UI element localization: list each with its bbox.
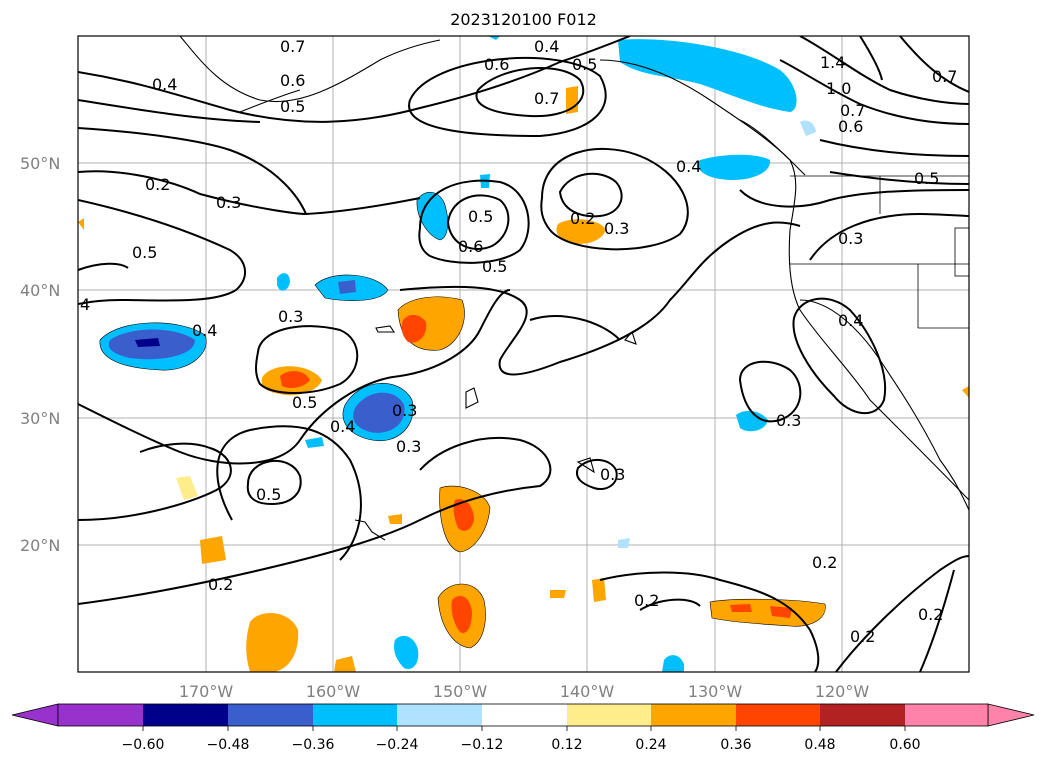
- colorbar-tick-label: 0.24: [635, 737, 666, 753]
- contour-label: 1.0: [826, 79, 851, 98]
- colorbar-bin: [482, 704, 567, 726]
- contour-label: 0.3: [838, 229, 863, 248]
- colorbar-ticks: [142, 726, 906, 731]
- contour-label: 0.3: [278, 307, 303, 326]
- colorbar-tick-label: −0.36: [292, 737, 335, 753]
- colorbar-frame: [57, 703, 989, 727]
- contour-label: 0.6: [280, 71, 305, 90]
- political-borders: [790, 175, 969, 329]
- contour-label: 0.2: [812, 553, 837, 572]
- colorbar-tick-labels: −0.60 −0.48 −0.36 −0.24 −0.12 0.12 0.24 …: [122, 737, 921, 753]
- contour-label: 0.2: [918, 605, 943, 624]
- colorbar-extend-high: [987, 703, 1035, 727]
- colorbar-bin: [228, 704, 313, 726]
- colorbar-tick-label: −0.48: [207, 737, 250, 753]
- lon-label: 120°W: [815, 682, 870, 701]
- lon-label: 150°W: [433, 682, 488, 701]
- gridlines: [78, 36, 969, 672]
- colorbar-bin: [651, 704, 736, 726]
- contour-label: 0.7: [534, 89, 559, 108]
- lat-label: 50°N: [20, 154, 60, 173]
- colorbar-bin: [313, 704, 397, 726]
- contour-label-group: 0.7 0.6 0.5 0.4 0.2 0.3 0.5 4 0.4 0.3 0.…: [80, 37, 957, 646]
- colorbar-bin-last: [905, 704, 988, 726]
- contour-label: 0.4: [838, 311, 863, 330]
- contour-label: 0.5: [468, 207, 493, 226]
- colorbar-bin: [820, 704, 905, 726]
- lat-label: 40°N: [20, 281, 60, 300]
- contour-label: 0.5: [132, 243, 157, 262]
- contour-label: 0.7: [932, 67, 957, 86]
- contour-lines: [78, 36, 969, 672]
- contour-label: 0.6: [838, 117, 863, 136]
- colorbar-tick-label: 0.48: [804, 737, 835, 753]
- contour-label: 0.4: [152, 75, 177, 94]
- colorbar-tick-label: 0.36: [720, 737, 751, 753]
- contour-label: 0.3: [604, 219, 629, 238]
- contour-label: 0.7: [840, 101, 865, 120]
- contour-label: 0.3: [600, 465, 625, 484]
- colorbar-bin: [58, 704, 143, 726]
- contour-label: 0.4: [676, 157, 701, 176]
- contour-label: 0.5: [292, 393, 317, 412]
- colorbar-bin: [736, 704, 820, 726]
- colorbar-bin: [143, 704, 228, 726]
- longitude-labels: 170°W 160°W 150°W 140°W 130°W 120°W: [179, 682, 870, 701]
- contour-label: 0.2: [570, 209, 595, 228]
- colorbar-tick-label: −0.24: [376, 737, 419, 753]
- lat-label: 20°N: [20, 536, 60, 555]
- lon-label: 170°W: [179, 682, 234, 701]
- lon-label: 140°W: [560, 682, 615, 701]
- contour-label: 0.2: [634, 591, 659, 610]
- contour-label: 0.6: [484, 55, 509, 74]
- contour-label: 1.4: [820, 53, 845, 72]
- lon-label: 130°W: [688, 682, 743, 701]
- contour-label: 4: [80, 295, 90, 314]
- contour-label: 0.4: [330, 417, 355, 436]
- colorbar-extend-low: [11, 703, 59, 727]
- colorbar-tick-label: −0.60: [122, 737, 165, 753]
- contour-label: 0.3: [396, 437, 421, 456]
- colorbar-tick-label: 0.12: [551, 737, 582, 753]
- latitude-labels: 50°N 40°N 30°N 20°N: [20, 154, 60, 555]
- contour-label: 0.5: [572, 55, 597, 74]
- colorbar-tick-label: 0.60: [889, 737, 920, 753]
- contour-label: 0.7: [280, 37, 305, 56]
- contour-label: 0.2: [208, 575, 233, 594]
- contour-label: 0.4: [192, 321, 217, 340]
- map-panel: 0.7 0.6 0.5 0.4 0.2 0.3 0.5 4 0.4 0.3 0.…: [78, 36, 969, 672]
- contour-label: 0.5: [256, 485, 281, 504]
- colorbar: −0.60 −0.48 −0.36 −0.24 −0.12 0.12 0.24 …: [11, 703, 1035, 753]
- contour-label: 0.3: [392, 401, 417, 420]
- contour-label: 0.3: [216, 193, 241, 212]
- colorbar-bin: [567, 704, 651, 726]
- contour-label: 0.3: [776, 411, 801, 430]
- contour-label: 0.5: [280, 97, 305, 116]
- colorbar-bin: [397, 704, 482, 726]
- contour-label: 0.6: [458, 237, 483, 256]
- contour-label: 0.5: [482, 257, 507, 276]
- contour-label: 0.2: [145, 175, 170, 194]
- lon-label: 160°W: [306, 682, 361, 701]
- anomaly-patches: [78, 36, 969, 672]
- contour-label: 0.2: [850, 627, 875, 646]
- figure-title: 2023120100 F012: [450, 10, 597, 29]
- map-frame: [77, 35, 970, 673]
- lat-label: 30°N: [20, 409, 60, 428]
- colorbar-tick-label: −0.12: [461, 737, 504, 753]
- contour-label: 0.5: [914, 169, 939, 188]
- contour-label: 0.4: [534, 37, 559, 56]
